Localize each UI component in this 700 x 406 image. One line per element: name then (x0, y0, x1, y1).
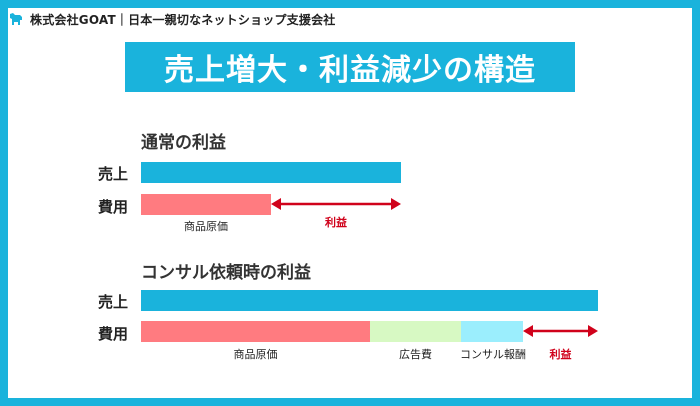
normal-section-title: 通常の利益 (141, 133, 226, 153)
header: 株式会社GOAT｜日本一親切なネットショップ支援会社 (8, 8, 335, 30)
consult-fee-label: コンサル報酬 (460, 348, 526, 361)
consult-section-title: コンサル依頼時の利益 (141, 263, 311, 283)
normal-cost-label: 費用 (98, 198, 129, 216)
consult-profit-label: 利益 (549, 348, 572, 361)
normal-sales-label: 売上 (98, 165, 129, 183)
consult-cost-label: 費用 (98, 325, 129, 343)
company-text: 株式会社GOAT｜日本一親切なネットショップ支援会社 (30, 12, 336, 27)
dog-icon (10, 13, 22, 25)
consult-goods-cost-label: 商品原価 (233, 348, 278, 361)
consult-goods-cost-bar (141, 321, 370, 342)
page-title: 売上増大・利益減少の構造 (125, 42, 575, 92)
consult-sales-bar (141, 290, 598, 311)
normal-profit-label: 利益 (325, 216, 347, 229)
normal-profit-arrow-icon (271, 198, 401, 210)
consult-sales-label: 売上 (98, 293, 129, 311)
consult-ad-cost-label: 広告費 (399, 348, 432, 361)
normal-goods-cost-label: 商品原価 (184, 220, 228, 233)
normal-sales-bar (141, 162, 401, 183)
normal-goods-cost-bar (141, 194, 271, 215)
consult-profit-arrow-icon (523, 325, 598, 337)
consult-ad-cost-bar (370, 321, 461, 342)
consult-fee-bar (461, 321, 523, 342)
